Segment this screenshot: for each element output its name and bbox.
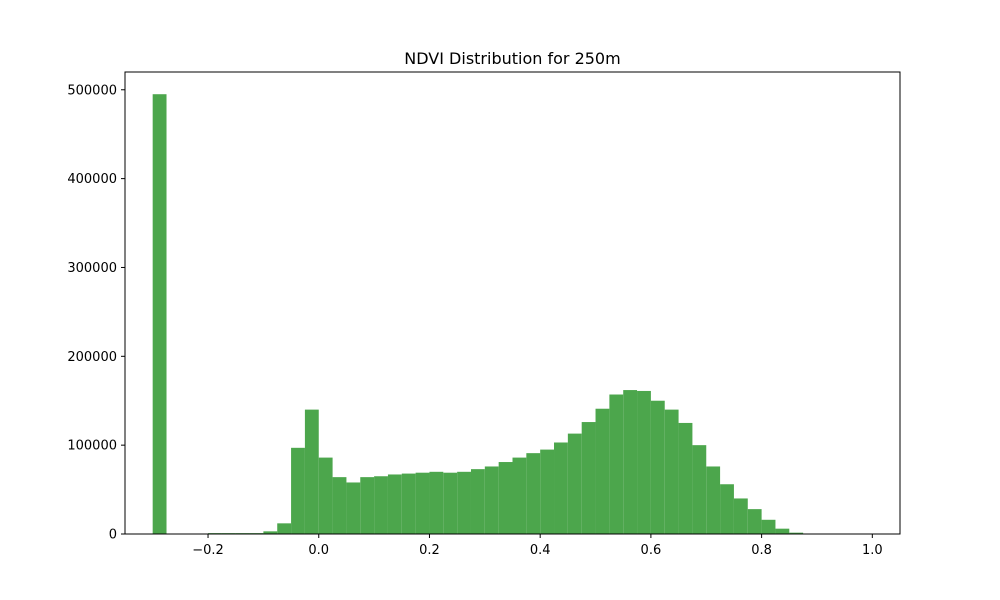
histogram-bar <box>706 466 721 534</box>
histogram-bar <box>374 476 388 534</box>
histogram-bar <box>554 442 568 534</box>
histogram-bar <box>484 466 499 534</box>
histogram-bar <box>595 408 610 534</box>
histogram-bar <box>678 422 693 534</box>
histogram-bar <box>581 422 596 534</box>
histogram-bar <box>789 532 804 534</box>
histogram-bar <box>415 472 430 534</box>
histogram-bar <box>720 484 734 534</box>
histogram-bar <box>637 390 651 534</box>
histogram-bar <box>526 453 541 534</box>
histogram-bar <box>747 509 762 534</box>
x-tick-label: 0.0 <box>308 543 329 558</box>
histogram-bar <box>346 482 361 534</box>
histogram-bar <box>429 471 444 534</box>
histogram-bar <box>512 457 527 534</box>
x-tick-label: 1.0 <box>862 543 883 558</box>
histogram-bar <box>567 433 582 534</box>
histogram-bar <box>498 462 513 534</box>
histogram-bar <box>152 94 167 534</box>
histogram-bar <box>650 400 665 534</box>
x-tick-label: 0.4 <box>530 543 551 558</box>
plot-frame <box>124 71 901 535</box>
y-tick-label: 0 <box>109 528 117 543</box>
y-tick-label: 300000 <box>67 261 117 276</box>
x-tick-label: 0.8 <box>751 543 772 558</box>
x-tick-label: −0.2 <box>192 543 224 558</box>
x-tick-label: 0.2 <box>419 543 440 558</box>
histogram-bar <box>304 409 319 534</box>
y-tick-label: 400000 <box>67 172 117 187</box>
histogram-bar <box>457 471 471 534</box>
y-axis-ticks: 0 100000 200000 300000 400000 500000 <box>67 83 125 543</box>
histogram-bar <box>263 531 278 534</box>
histogram-bar <box>291 447 305 534</box>
histogram-bar <box>664 409 679 534</box>
chart-title: NDVI Distribution for 250m <box>404 49 620 68</box>
histogram-bar <box>761 519 776 534</box>
y-tick-label: 200000 <box>67 350 117 365</box>
histogram-bar <box>360 477 375 534</box>
histogram-bar <box>623 390 638 534</box>
histogram-bar <box>692 445 707 534</box>
histogram-bar <box>609 394 624 534</box>
histogram-bar <box>387 474 402 534</box>
histogram-bar <box>470 469 485 534</box>
bars-group <box>152 94 804 534</box>
histogram-bar <box>540 449 555 534</box>
y-tick-label: 500000 <box>67 83 117 98</box>
histogram-bar <box>332 477 347 534</box>
histogram-bar <box>775 528 790 534</box>
histogram-bar <box>733 498 748 534</box>
histogram-bar <box>443 472 458 534</box>
histogram-bar <box>401 473 416 534</box>
y-tick-label: 100000 <box>67 439 117 454</box>
histogram-bar <box>318 457 333 534</box>
x-axis-ticks: −0.2 0.0 0.2 0.4 0.6 0.8 1.0 <box>192 534 883 558</box>
histogram-bar <box>277 523 292 534</box>
x-tick-label: 0.6 <box>641 543 662 558</box>
